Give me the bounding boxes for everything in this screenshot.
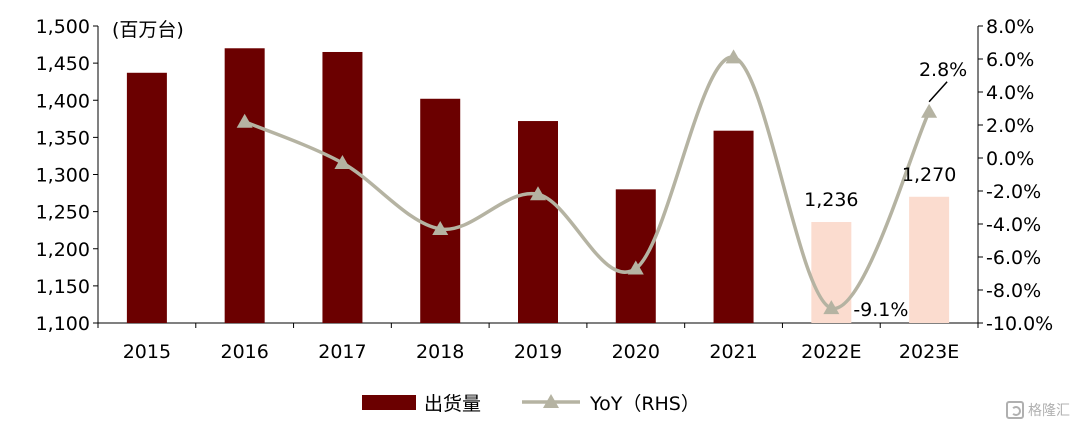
x-axis-tick-label: 2017 [318, 341, 366, 363]
right-axis-tick-label: -8.0% [986, 280, 1041, 302]
right-axis-tick-label: -2.0% [986, 181, 1041, 203]
left-axis-tick-label: 1,450 [36, 53, 90, 75]
legend-triangle-marker-icon [543, 394, 559, 408]
x-axis-tick-label: 2023E [899, 341, 959, 363]
right-axis-tick-label: -6.0% [986, 247, 1041, 269]
annotation-leader-line [928, 81, 948, 103]
right-axis-tick-label: 4.0% [986, 82, 1034, 104]
right-axis-tick-label: 0.0% [986, 148, 1034, 170]
legend: 出货量 YoY（RHS） [362, 393, 700, 415]
line-value-label: -9.1% [853, 299, 908, 321]
right-axis-tick-label: -4.0% [986, 214, 1041, 236]
yoy-point-marker [725, 49, 742, 64]
left-axis-tick-label: 1,200 [36, 239, 90, 261]
left-axis-tick-label: 1,100 [36, 313, 90, 335]
bar [322, 51, 363, 324]
legend-line-label: YoY（RHS） [589, 393, 700, 415]
x-axis-tick-label: 2015 [123, 341, 171, 363]
bar [615, 189, 656, 323]
x-axis-tick-label: 2016 [220, 341, 268, 363]
bar-value-label: 1,270 [902, 164, 956, 186]
yoy-point-marker [627, 260, 644, 275]
yoy-point-marker [921, 103, 938, 118]
watermark: 格隆汇 [1006, 400, 1070, 420]
unit-label: (百万台) [112, 19, 184, 41]
x-axis-tick-label: 2022E [801, 341, 861, 363]
bar-value-label: 1,236 [804, 189, 858, 211]
left-axis-tick-label: 1,250 [36, 202, 90, 224]
x-axis-tick-label: 2019 [514, 341, 562, 363]
line-value-label: 2.8% [919, 59, 967, 81]
x-axis-tick-label: 2018 [416, 341, 464, 363]
chart-annotations: 1,236 1,270 -9.1% 2.8% [804, 59, 967, 321]
bar [518, 121, 558, 323]
left-axis-tick-label: 1,400 [36, 90, 90, 112]
line-series [236, 49, 938, 315]
right-axis-tick-label: 2.0% [986, 115, 1034, 137]
right-axis-tick-label: 6.0% [986, 49, 1034, 71]
yoy-point-marker [334, 154, 351, 169]
x-axis-tick-label: 2020 [612, 341, 660, 363]
watermark-text: 格隆汇 [1028, 403, 1070, 419]
left-axis-tick-label: 1,300 [36, 165, 90, 187]
bar-series [126, 48, 950, 324]
bar [224, 48, 265, 324]
bar [713, 130, 754, 323]
left-axis-tick-label: 1,150 [36, 276, 90, 298]
legend-bar-swatch [362, 395, 416, 410]
yoy-point-marker [823, 300, 840, 315]
right-axis-tick-label: -10.0% [986, 313, 1053, 335]
watermark-logo-icon [1006, 401, 1024, 419]
yoy-point-marker [432, 220, 449, 235]
left-axis-tick-label: 1,500 [36, 16, 90, 38]
left-axis-tick-label: 1,350 [36, 127, 90, 149]
bar [420, 98, 461, 323]
legend-bar-label: 出货量 [424, 393, 481, 415]
bar [909, 196, 950, 323]
bar [126, 72, 167, 323]
chart-axes: 1,100 1,150 1,200 1,250 1,300 1,350 1,400 1,450… [36, 16, 1054, 363]
yoy-point-marker [530, 186, 546, 201]
right-axis-tick-label: 8.0% [986, 16, 1034, 38]
x-axis-tick-label: 2021 [709, 341, 757, 363]
yoy-point-marker [236, 113, 253, 128]
